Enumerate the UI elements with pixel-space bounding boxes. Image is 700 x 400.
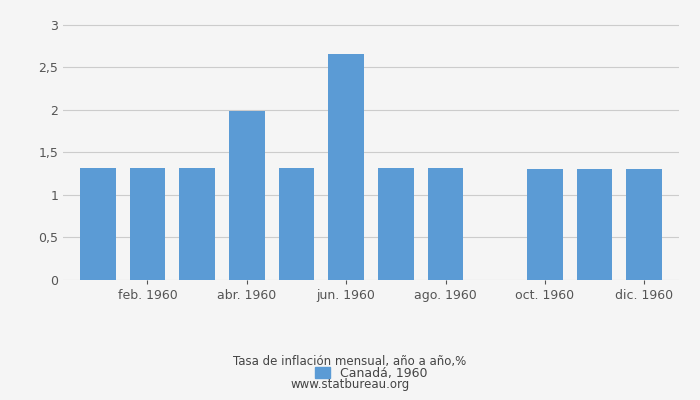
Bar xyxy=(229,110,265,280)
Bar xyxy=(378,168,414,280)
Bar xyxy=(527,169,563,280)
Text: www.statbureau.org: www.statbureau.org xyxy=(290,378,410,391)
Bar xyxy=(279,168,314,280)
Text: Tasa de inflación mensual, año a año,%: Tasa de inflación mensual, año a año,% xyxy=(233,356,467,368)
Legend: Canadá, 1960: Canadá, 1960 xyxy=(309,362,433,385)
Bar xyxy=(130,168,165,280)
Bar xyxy=(328,54,364,280)
Bar xyxy=(179,168,215,280)
Bar xyxy=(428,168,463,280)
Bar xyxy=(577,169,612,280)
Bar xyxy=(80,168,116,280)
Bar xyxy=(626,169,662,280)
